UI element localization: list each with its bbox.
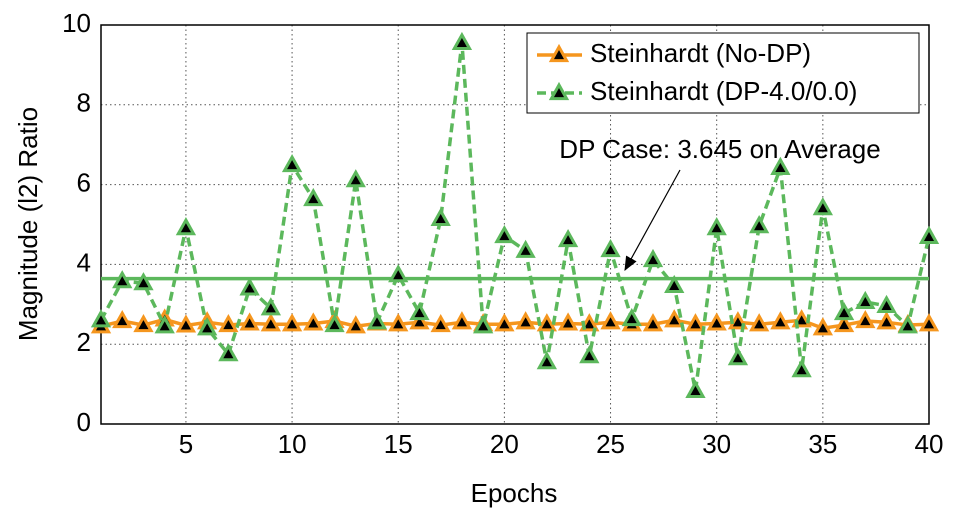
data-point [748,313,770,332]
data-point [791,359,812,378]
data-point [451,31,473,51]
data-point [494,313,515,332]
data-point [409,302,430,321]
data-point [430,207,451,227]
data-point [918,225,940,244]
data-point [366,311,388,330]
data-point [515,311,536,330]
annotation-arrow [624,169,681,272]
data-point [770,156,791,175]
data-point [345,169,366,188]
data-point [833,313,855,333]
x-tick-label: 20 [490,429,519,459]
data-point [515,239,536,258]
data-point [536,351,558,370]
data-point [218,343,239,362]
data-point [876,294,897,313]
x-tick-label: 15 [384,429,413,459]
data-point [664,274,685,294]
data-point [918,313,940,332]
x-tick-label: 30 [702,429,731,459]
data-point [451,311,473,330]
plot-frame [100,24,930,425]
data-point [664,309,685,328]
x-axis-label: Epochs [471,478,558,508]
data-point [642,248,664,268]
data-point [112,270,133,289]
y-tick-label: 8 [77,88,91,118]
legend-marker [548,81,570,101]
data-point [430,313,451,333]
data-point [133,313,154,333]
data-point [303,187,324,207]
data-point [260,313,282,332]
y-tick-label: 6 [77,167,91,197]
data-point [90,309,112,328]
legend [526,32,920,114]
data-point [281,153,303,173]
data-point [770,311,791,330]
data-point [536,313,558,332]
y-axis-label: Magnitude (l2) Ratio [13,107,43,341]
data-point [239,277,260,296]
data-point [154,315,175,334]
data-point [175,314,197,333]
data-point [557,228,579,248]
x-tick-label: 35 [808,429,837,459]
data-point [281,313,303,332]
legend-marker [548,43,570,63]
data-point [557,312,579,331]
data-point [196,317,218,336]
data-point [324,313,345,333]
data-point [600,238,621,258]
data-point [218,313,239,333]
data-point [855,290,876,310]
data-point [345,315,366,334]
data-point [685,379,706,398]
data-point [600,311,621,330]
data-point [260,297,282,316]
x-tick-label: 10 [278,429,307,459]
data-point [812,317,834,336]
data-point [303,312,324,331]
data-point [133,272,154,291]
annotation: DP Case: 3.645 on Average [559,134,880,164]
y-tick-label: 2 [77,327,91,357]
x-tick-label: 5 [179,429,193,459]
data-point [706,217,727,236]
data-point [855,309,876,329]
data-point [748,215,770,234]
data-point [175,217,197,236]
data-point [706,312,727,331]
data-point [812,197,834,216]
data-point [621,307,642,327]
x-tick-label: 25 [596,429,625,459]
legend-label: Steinhardt (DP-4.0/0.0) [590,76,857,106]
y-tick-label: 10 [62,8,91,38]
data-point [876,311,897,330]
x-tick-label: 40 [915,429,944,459]
data-point [472,315,494,334]
y-tick-label: 4 [77,247,91,277]
series-line [99,42,931,392]
data-point [494,224,515,244]
data-point [897,315,918,334]
data-point [685,313,706,332]
y-tick-label: 0 [77,407,91,437]
legend-label: Steinhardt (No-DP) [590,38,811,68]
data-point [409,311,430,330]
data-point [112,309,133,329]
data-point [727,347,749,366]
data-point [388,264,409,283]
data-point [239,312,260,331]
data-point [388,313,409,332]
data-point [833,302,855,321]
data-point [579,345,600,364]
data-point [642,313,664,332]
